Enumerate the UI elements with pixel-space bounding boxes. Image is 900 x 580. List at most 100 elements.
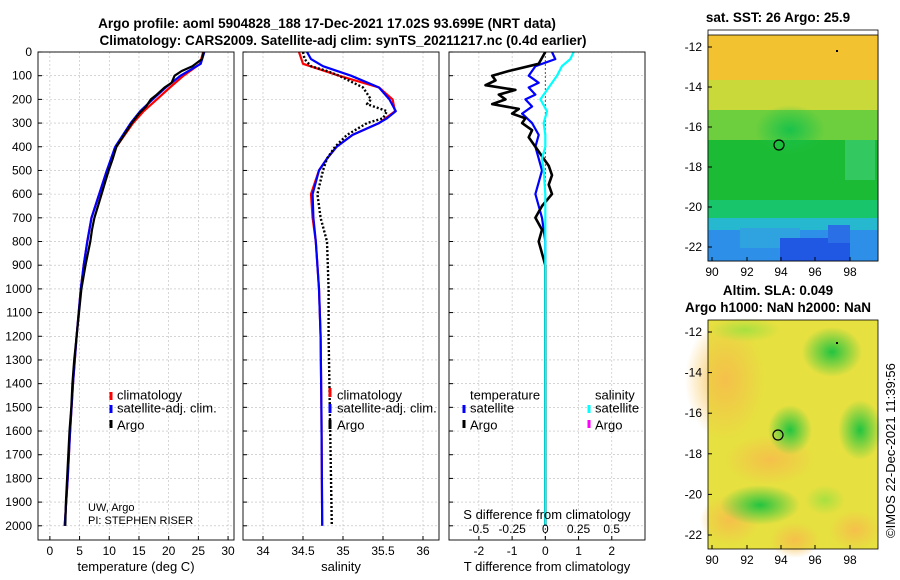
map-x-tick-label: 96 bbox=[808, 553, 822, 567]
x-tick-label: 1 bbox=[575, 544, 582, 558]
sst-argo-location-marker bbox=[773, 139, 785, 151]
y-tick-label: 100 bbox=[12, 69, 32, 83]
plot-frame bbox=[448, 51, 646, 541]
y-tick-label: 1400 bbox=[5, 377, 32, 391]
legend-climatology: climatology bbox=[117, 387, 183, 402]
y-tick-label: 1200 bbox=[5, 329, 32, 343]
legend-s-satellite: satellite bbox=[595, 400, 639, 415]
map-y-tick-label: -18 bbox=[685, 447, 703, 461]
x-tick-label: 36 bbox=[416, 544, 430, 558]
y-tick-label: 2000 bbox=[5, 519, 32, 533]
x-tick-label: 35.5 bbox=[371, 544, 395, 558]
map-x-tick-label: 98 bbox=[843, 265, 857, 279]
sal-legend-climatology: climatology bbox=[337, 387, 403, 402]
map-x-tick-label: 92 bbox=[740, 265, 754, 279]
y-tick-label: 300 bbox=[12, 116, 32, 130]
x-tick-label: 35 bbox=[336, 544, 350, 558]
map-y-tick-label: -16 bbox=[685, 120, 703, 134]
map-y-tick-label: -12 bbox=[685, 40, 703, 54]
map-y-tick-label: -12 bbox=[685, 325, 703, 339]
map-y-tick-label: -14 bbox=[685, 80, 703, 94]
map-y-tick-label: -14 bbox=[685, 366, 703, 380]
x-tick-label: 25 bbox=[192, 544, 206, 558]
legend-s-argo: Argo bbox=[595, 417, 622, 432]
y-tick-label: 900 bbox=[12, 258, 32, 272]
pi-note: PI: STEPHEN RISER bbox=[88, 515, 193, 527]
sal-legend-satellite: satellite-adj. clim. bbox=[337, 400, 437, 415]
map-y-tick-label: -22 bbox=[685, 528, 703, 542]
legend-satellite: satellite-adj. clim. bbox=[117, 400, 217, 415]
x-tick-label: 5 bbox=[76, 544, 83, 558]
difference-panel: -2 -1 0 1 2T difference from climatology S di… bbox=[448, 51, 646, 574]
s-tick-label: -0.25 bbox=[498, 522, 526, 536]
x-axis-label: salinity bbox=[321, 559, 361, 574]
x-tick-label: -2 bbox=[474, 544, 485, 558]
map-x-tick-label: 90 bbox=[705, 265, 719, 279]
x-tick-label: 0 bbox=[47, 544, 54, 558]
y-tick-label: 700 bbox=[12, 211, 32, 225]
series-group bbox=[63, 52, 206, 526]
x-tick-label: 0 bbox=[542, 544, 549, 558]
legend-t-satellite: satellite bbox=[470, 400, 514, 415]
x-axis-label: T difference from climatology bbox=[464, 559, 631, 574]
main-title-line2: Climatology: CARS2009. Satellite-adj cli… bbox=[100, 33, 587, 48]
map-x-tick-label: 98 bbox=[843, 553, 857, 567]
s-tick-label: 0.25 bbox=[567, 522, 591, 536]
s-tick-label: 0 bbox=[542, 522, 549, 536]
map-x-tick-label: 94 bbox=[774, 265, 788, 279]
map-y-tick-label: -22 bbox=[685, 240, 703, 254]
y-tick-label: 1700 bbox=[5, 448, 32, 462]
map-y-tick-label: -18 bbox=[685, 160, 703, 174]
y-tick-label: 1100 bbox=[6, 306, 32, 320]
map-y-tick-label: -20 bbox=[685, 200, 703, 214]
y-tick-label: 1800 bbox=[5, 471, 32, 485]
data-source-note: UW, Argo bbox=[88, 502, 134, 514]
map-x-tick-label: 96 bbox=[808, 265, 822, 279]
s-tick-label: -0.5 bbox=[469, 522, 490, 536]
y-tick-label: 1300 bbox=[5, 353, 32, 367]
temperature-legend: climatology satellite-adj. clim. Argo bbox=[109, 387, 217, 432]
s-axis-label: S difference from climatology bbox=[463, 507, 631, 522]
series-group bbox=[484, 52, 575, 526]
temperature-panel: 0 5 10 15 20 25 30 temperature (deg C) 0 100 200 30… bbox=[5, 45, 235, 574]
y-tick-label: 800 bbox=[12, 235, 32, 249]
y-tick-label: 1600 bbox=[5, 424, 32, 438]
x-tick-label: 20 bbox=[162, 544, 176, 558]
plot-area bbox=[38, 52, 234, 540]
series-line-t-argo bbox=[484, 52, 554, 526]
plot-frame bbox=[37, 51, 235, 541]
y-tick-label: 400 bbox=[12, 140, 32, 154]
s-tick-label: 0.5 bbox=[603, 522, 620, 536]
plot-frame bbox=[242, 51, 440, 541]
x-axis-label: temperature (deg C) bbox=[77, 559, 194, 574]
salinity-legend: climatology satellite-adj. clim. Argo bbox=[328, 387, 437, 432]
x-tick-label: 15 bbox=[132, 544, 146, 558]
x-tick-label: -1 bbox=[507, 544, 518, 558]
sla-map-title1: Altim. SLA: 0.049 bbox=[723, 283, 833, 298]
legend-salinity-title: salinity bbox=[595, 387, 635, 402]
y-tick-label: 1900 bbox=[5, 495, 32, 509]
sla-argo-location-marker bbox=[772, 429, 784, 441]
y-tick-label: 600 bbox=[12, 187, 32, 201]
y-tick-label: 200 bbox=[12, 92, 32, 106]
series-line-argo bbox=[64, 52, 205, 526]
sst-map bbox=[707, 29, 879, 262]
sla-map bbox=[685, 318, 882, 558]
sal-legend-argo: Argo bbox=[337, 417, 364, 432]
map-x-tick-label: 90 bbox=[705, 553, 719, 567]
series-line-satellite bbox=[306, 52, 397, 526]
y-tick-label: 500 bbox=[12, 163, 32, 177]
map-x-tick-label: 94 bbox=[774, 553, 788, 567]
y-tick-label: 0 bbox=[25, 45, 32, 59]
legend-temperature-title: temperature bbox=[470, 387, 540, 402]
x-tick-label: 34.5 bbox=[291, 544, 315, 558]
y-tick-label: 1000 bbox=[5, 282, 32, 296]
legend-t-argo: Argo bbox=[470, 417, 497, 432]
series-line-s-satellite bbox=[539, 52, 575, 526]
x-tick-label: 10 bbox=[103, 544, 117, 558]
map-y-tick-label: -16 bbox=[685, 406, 703, 420]
x-tick-label: 30 bbox=[221, 544, 235, 558]
map-y-tick-label: -20 bbox=[685, 487, 703, 501]
